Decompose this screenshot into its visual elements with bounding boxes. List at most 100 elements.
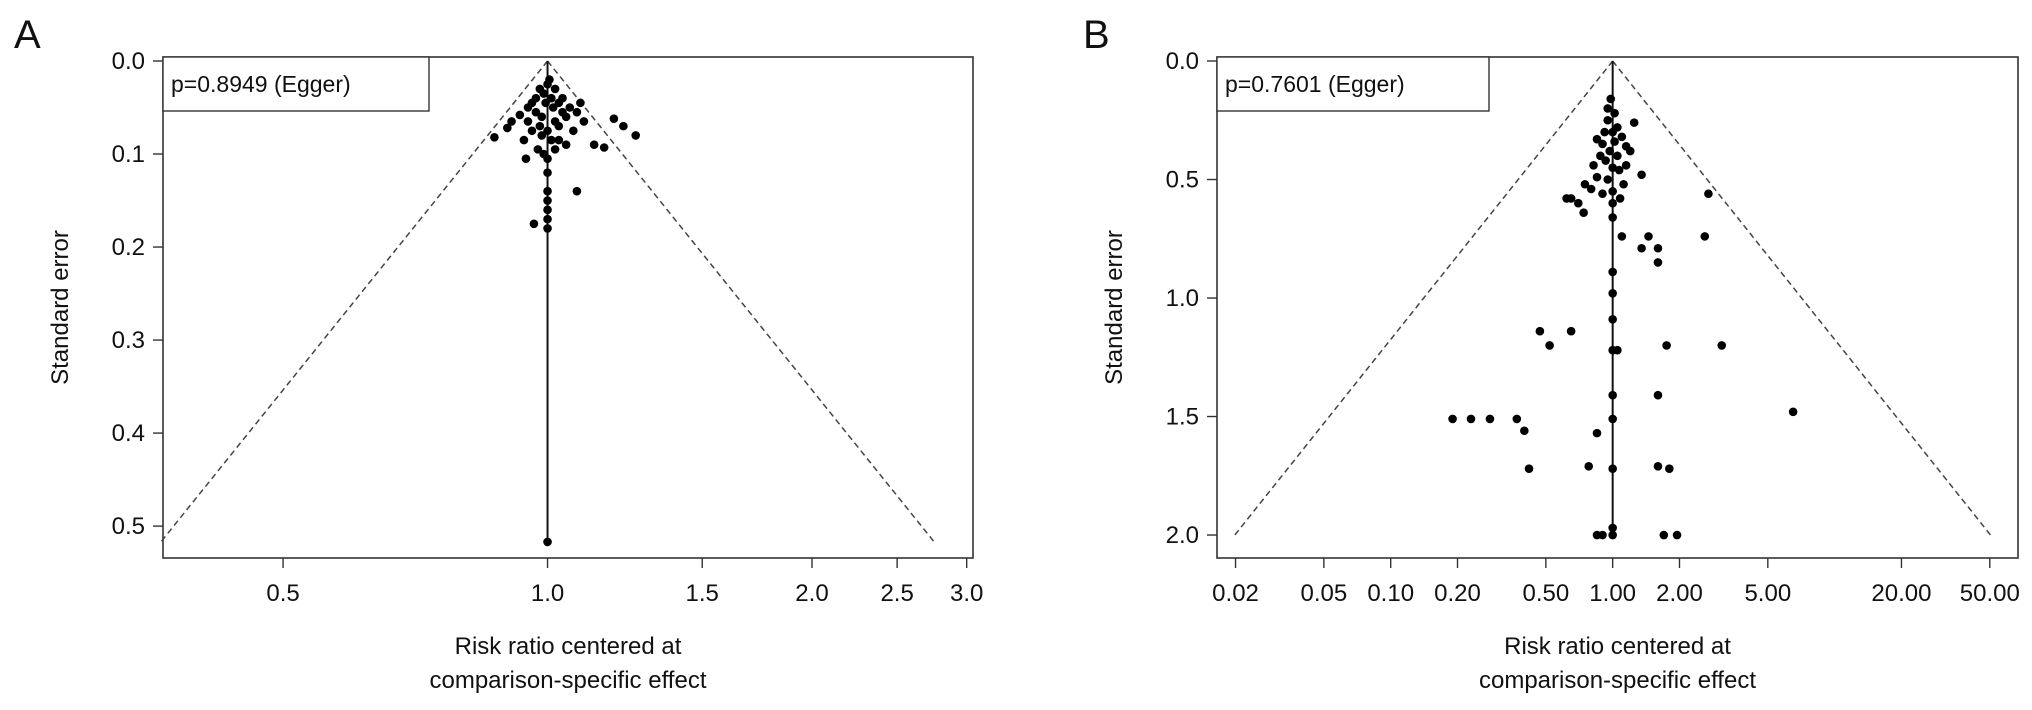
data-point	[565, 103, 575, 112]
data-point	[558, 93, 567, 103]
data-point	[490, 132, 499, 142]
y-tick-label: 2.0	[1166, 522, 1199, 549]
panel-letter: A	[14, 13, 41, 57]
data-point	[599, 143, 609, 152]
data-point	[1584, 462, 1594, 471]
x-tick-label: 1.5	[686, 580, 719, 607]
data-point	[533, 145, 543, 154]
data-point	[609, 114, 619, 123]
y-tick-label: 0.0	[112, 48, 145, 75]
data-point	[1601, 156, 1610, 165]
y-tick-label: 0.5	[1166, 167, 1199, 194]
data-point	[1617, 132, 1627, 142]
data-point	[1608, 414, 1617, 424]
data-point	[1610, 108, 1619, 118]
data-point	[535, 121, 545, 131]
data-point	[1466, 414, 1476, 424]
x-tick-label: 0.50	[1522, 580, 1569, 607]
funnel-right-line	[1612, 60, 1992, 536]
data-points	[1448, 94, 1798, 540]
x-tick-label: 2.5	[880, 580, 913, 607]
data-point	[1665, 464, 1674, 473]
data-point	[543, 214, 552, 224]
data-point	[537, 112, 547, 122]
x-tick-label: 3.0	[950, 580, 983, 607]
data-point	[1603, 104, 1613, 113]
data-point	[541, 98, 550, 108]
x-tick-label: 2.00	[1656, 580, 1703, 607]
data-point	[519, 135, 529, 145]
data-point	[521, 154, 531, 163]
data-point	[543, 224, 552, 233]
data-point	[531, 107, 541, 117]
data-point	[1608, 315, 1617, 324]
x-tick-label: 1.0	[531, 580, 564, 607]
data-point	[1605, 146, 1615, 156]
data-point	[1608, 198, 1617, 208]
data-point	[1580, 179, 1590, 189]
data-point	[1613, 151, 1622, 161]
data-point	[1613, 345, 1622, 355]
data-point	[1535, 326, 1545, 336]
data-point	[1592, 428, 1602, 438]
y-tick-label: 0.2	[112, 234, 145, 261]
x-axis-title: comparison-specific effect	[1479, 667, 1756, 694]
x-axis-title: comparison-specific effect	[429, 667, 706, 694]
data-point	[1637, 170, 1646, 180]
funnel-left-line	[1234, 60, 1614, 536]
data-point	[1608, 163, 1617, 172]
x-tick-label: 0.05	[1301, 580, 1348, 607]
data-point	[543, 196, 552, 205]
data-point	[1608, 267, 1617, 277]
data-point	[1586, 184, 1596, 194]
data-point	[1512, 414, 1522, 424]
data-point	[1566, 194, 1576, 203]
data-point	[1653, 390, 1663, 400]
x-axis-title: Risk ratio centered at	[1504, 633, 1731, 660]
data-point	[1608, 213, 1617, 222]
y-tick-label: 1.0	[1166, 285, 1199, 312]
data-point	[523, 117, 533, 126]
data-point	[543, 537, 552, 547]
data-point	[1524, 464, 1534, 473]
data-point	[543, 126, 552, 136]
data-point	[1659, 530, 1669, 540]
data-point	[1598, 530, 1607, 540]
data-point	[550, 117, 560, 126]
data-point	[1788, 407, 1798, 417]
data-point	[1637, 243, 1646, 253]
data-point	[1615, 194, 1625, 203]
data-point	[1614, 165, 1624, 175]
data-point	[503, 123, 512, 133]
data-point	[550, 84, 560, 94]
data-point	[589, 140, 599, 150]
data-points	[490, 75, 641, 547]
data-point	[561, 140, 571, 150]
y-tick-label: 0.4	[112, 420, 145, 447]
data-point	[569, 126, 578, 136]
data-point	[1608, 390, 1617, 400]
data-point	[1606, 94, 1616, 104]
data-point	[1545, 341, 1554, 350]
data-point	[561, 112, 571, 122]
data-point	[543, 168, 552, 177]
panel-a: Ap=0.8949 (Egger) 0.5 1.0 1.5 2.0 2.5 3.0 0.0 0.…	[14, 13, 983, 694]
data-point	[1653, 462, 1663, 471]
panel-letter: B	[1083, 13, 1110, 57]
data-point	[1448, 414, 1457, 424]
data-point	[1629, 118, 1639, 127]
data-point	[1600, 127, 1609, 137]
funnel-left-line	[160, 60, 549, 543]
data-point	[631, 131, 641, 140]
y-tick-label: 0.5	[112, 513, 145, 540]
panel-b: Bp=0.7601 (Egger) 0.02 0.05 0.10 0.20 0.50 1.0…	[1083, 13, 2020, 694]
data-point	[507, 117, 516, 126]
plot-frame	[1216, 56, 2019, 559]
data-point	[1573, 198, 1583, 208]
y-tick-label: 0.3	[112, 327, 145, 354]
data-point	[515, 110, 525, 120]
x-tick-label: 5.00	[1744, 580, 1791, 607]
x-tick-label: 0.10	[1367, 580, 1414, 607]
data-point	[1621, 160, 1631, 170]
